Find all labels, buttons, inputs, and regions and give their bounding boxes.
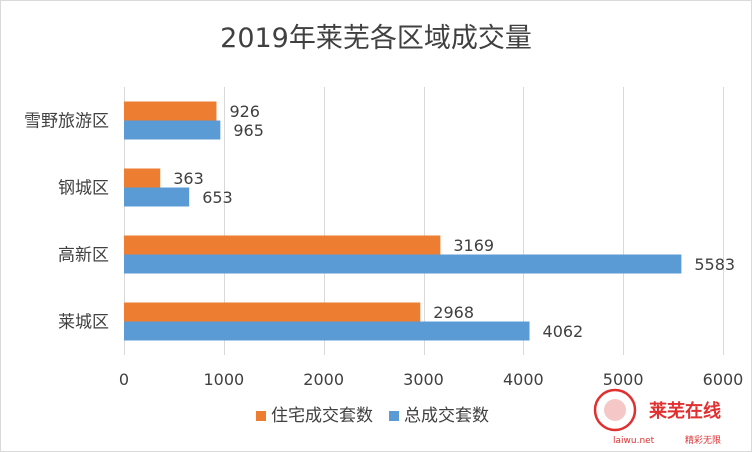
watermark-brand: 莱芜在线 (649, 400, 721, 422)
logo-core-icon (604, 399, 626, 421)
legend-label: 总成交套数 (404, 406, 489, 426)
category-label: 莱城区 (58, 313, 109, 333)
watermark-slogan: 精彩无限 (685, 434, 721, 446)
legend-swatch-residential (256, 411, 266, 421)
data-label: 3169 (453, 236, 494, 255)
x-tick-label: 0 (119, 370, 129, 389)
data-label: 4062 (543, 322, 584, 341)
data-label: 926 (229, 102, 260, 121)
bar-residential (124, 235, 441, 255)
legend-swatch-total (389, 411, 399, 421)
category-label: 雪野旅游区 (24, 112, 109, 132)
data-label: 2968 (433, 303, 474, 322)
bar-total (124, 187, 190, 207)
x-tick-label: 4000 (503, 370, 544, 389)
category-label: 高新区 (58, 246, 109, 266)
legend-label: 住宅成交套数 (271, 406, 373, 426)
watermark-logo: 莱芜在线 laiwu.net 精彩无限 (593, 388, 721, 446)
bar-residential (124, 168, 161, 188)
x-tick-label: 3000 (403, 370, 444, 389)
chart-title: 2019年莱芜各区域成交量 (220, 23, 532, 54)
x-tick-label: 2000 (303, 370, 344, 389)
data-label: 965 (233, 121, 264, 140)
x-axis-ticks: 0 1000 2000 3000 4000 5000 6000 (119, 370, 743, 389)
x-tick-label: 5000 (603, 370, 644, 389)
data-label: 5583 (694, 255, 735, 274)
bar-residential (124, 101, 217, 121)
x-tick-label: 6000 (703, 370, 744, 389)
data-label: 363 (173, 169, 204, 188)
bar-total (124, 321, 530, 341)
gridlines (124, 87, 724, 355)
category-label: 钢城区 (58, 179, 109, 199)
data-label: 653 (202, 188, 233, 207)
watermark-url: laiwu.net (613, 436, 655, 446)
bar-total (124, 120, 221, 140)
bar-total (124, 254, 682, 274)
x-tick-label: 1000 (203, 370, 244, 389)
bar-residential (124, 302, 421, 322)
legend: 住宅成交套数 总成交套数 (256, 406, 489, 426)
logo-swirl-icon (593, 388, 637, 432)
